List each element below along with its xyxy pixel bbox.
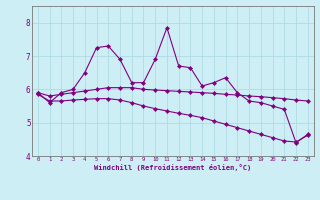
X-axis label: Windchill (Refroidissement éolien,°C): Windchill (Refroidissement éolien,°C)	[94, 164, 252, 171]
